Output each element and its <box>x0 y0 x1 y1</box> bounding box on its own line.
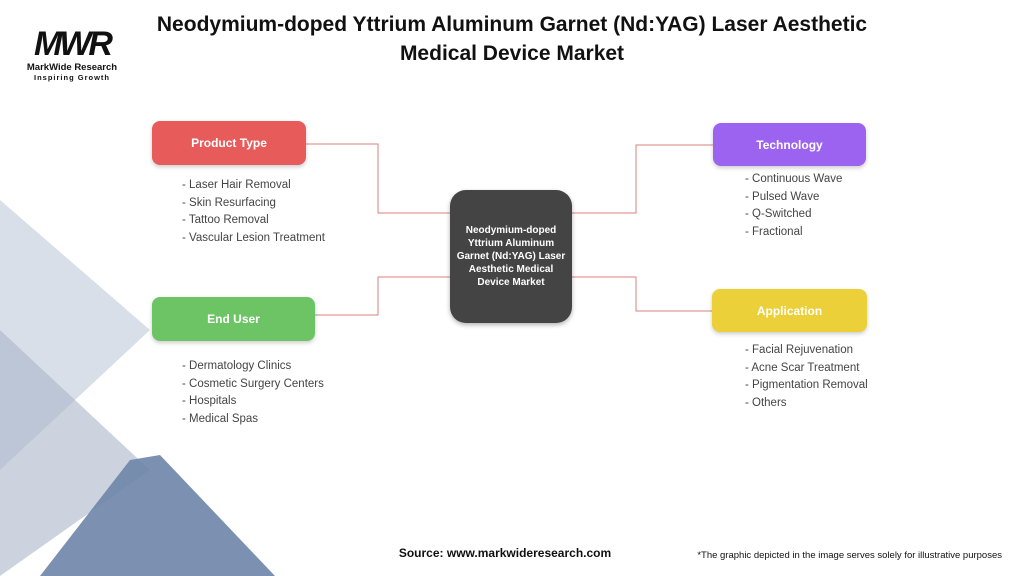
connectors <box>306 143 713 316</box>
category-technology: Technology <box>713 123 866 166</box>
category-end-user: End User <box>152 297 315 341</box>
product-type-list: - Laser Hair Removal - Skin Resurfacing … <box>182 177 325 247</box>
list-item: - Dermatology Clinics <box>182 360 292 372</box>
list-item: - Fractional <box>745 225 803 238</box>
list-item: - Pulsed Wave <box>745 190 820 203</box>
list-item: - Tattoo Removal <box>182 214 269 226</box>
category-product-type: Product Type <box>152 121 306 165</box>
list-item: - Pigmentation Removal <box>745 379 868 391</box>
technology-list: - Continuous Wave - Pulsed Wave - Q-Swit… <box>745 171 842 241</box>
list-item: - Cosmetic Surgery Centers <box>182 377 324 390</box>
category-application: Application <box>712 289 867 332</box>
list-item: - Continuous Wave <box>745 173 843 185</box>
page-title: Neodymium-doped Yttrium Aluminum Garnet … <box>156 13 868 65</box>
list-item: - Hospitals <box>182 395 237 407</box>
logo: MWR MarkWide Research Inspiring Growth <box>20 26 124 82</box>
list-item: - Skin Resurfacing <box>182 196 276 209</box>
end-user-list: - Dermatology Clinics - Cosmetic Surgery… <box>182 358 324 428</box>
source-text: Source: www.markwideresearch.com <box>398 546 612 560</box>
logo-text: MarkWide Research <box>26 62 118 73</box>
center-node: Neodymium-doped Yttrium Aluminum Garnet … <box>450 190 572 323</box>
footnote: *The graphic depicted in the image serve… <box>697 550 1002 561</box>
list-item: - Others <box>745 396 787 409</box>
logo-tagline: Inspiring Growth <box>34 73 110 82</box>
list-item: - Q-Switched <box>745 208 812 220</box>
list-item: - Vascular Lesion Treatment <box>182 231 325 244</box>
logo-mark: MWR <box>34 25 113 63</box>
list-item: - Medical Spas <box>182 412 259 425</box>
application-list: - Facial Rejuvenation - Acne Scar Treatm… <box>745 342 868 412</box>
list-item: - Facial Rejuvenation <box>745 344 854 356</box>
list-item: - Laser Hair Removal <box>182 179 291 191</box>
list-item: - Acne Scar Treatment <box>745 361 860 374</box>
